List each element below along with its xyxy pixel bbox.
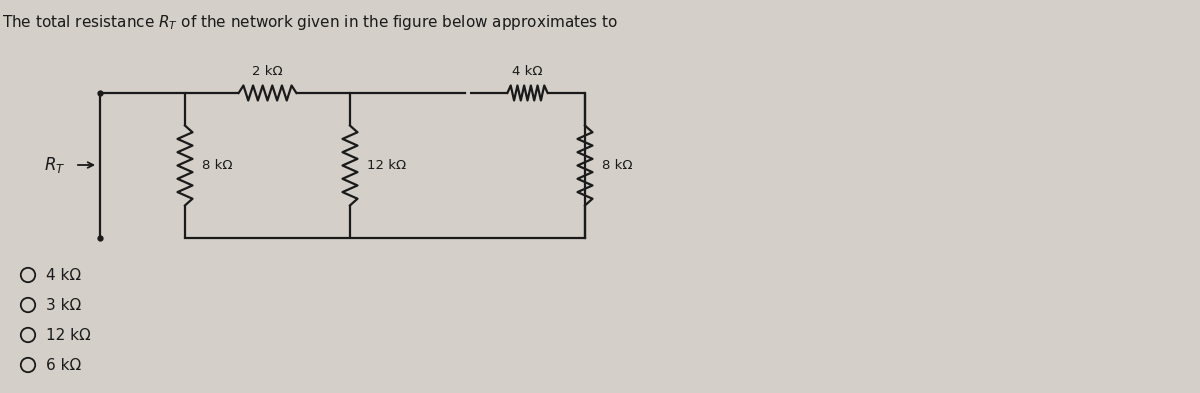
- Text: 6 kΩ: 6 kΩ: [46, 358, 82, 373]
- Text: 4 kΩ: 4 kΩ: [46, 268, 82, 283]
- Text: The total resistance $R_T$ of the network given in the figure below approximates: The total resistance $R_T$ of the networ…: [2, 13, 618, 32]
- Text: 3 kΩ: 3 kΩ: [46, 298, 82, 312]
- Text: 8 kΩ: 8 kΩ: [202, 159, 233, 172]
- Text: 2 kΩ: 2 kΩ: [252, 65, 283, 78]
- Text: 12 kΩ: 12 kΩ: [46, 327, 91, 343]
- Text: 4 kΩ: 4 kΩ: [512, 65, 542, 78]
- Text: 12 kΩ: 12 kΩ: [367, 159, 406, 172]
- Text: $R_T$: $R_T$: [44, 155, 66, 175]
- Text: 8 kΩ: 8 kΩ: [602, 159, 632, 172]
